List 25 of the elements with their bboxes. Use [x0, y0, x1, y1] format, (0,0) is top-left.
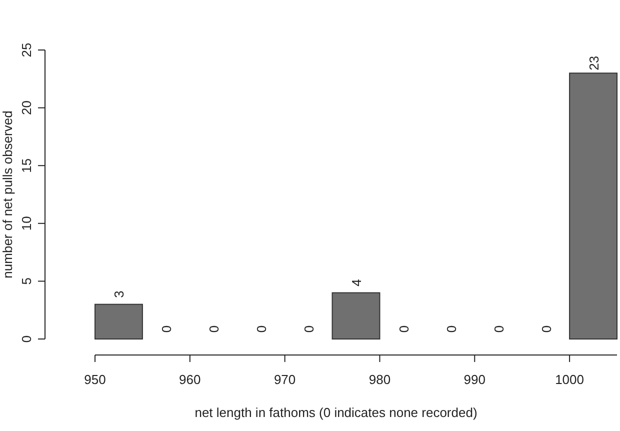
y-tick-label: 5: [19, 278, 34, 285]
data-label: 0: [159, 325, 174, 333]
data-label: 23: [586, 56, 602, 70]
data-label: 0: [538, 325, 554, 333]
y-tick-label: 10: [19, 216, 34, 231]
x-axis-title: net length in fathoms (0 indicates none recorded): [194, 405, 478, 420]
data-label: 0: [491, 325, 506, 333]
x-tick-label: 990: [464, 372, 486, 387]
y-tick-label: 0: [19, 335, 34, 343]
x-tick-label: 1000: [555, 372, 584, 387]
y-axis-title: number of net pulls observed: [0, 110, 15, 278]
data-label: 0: [206, 325, 222, 333]
data-label: 0: [302, 325, 317, 333]
y-tick-label: 20: [19, 100, 34, 116]
data-label: 0: [396, 325, 412, 333]
data-label: 0: [444, 325, 459, 333]
data-label: 4: [349, 279, 364, 286]
y-tick-label: 15: [19, 158, 34, 173]
x-tick-label: 970: [274, 372, 296, 387]
data-label: 0: [254, 325, 270, 333]
y-tick-label: 25: [19, 42, 34, 58]
x-tick-label: 960: [179, 372, 201, 387]
x-tick-label: 950: [84, 372, 106, 387]
data-label: 3: [112, 290, 127, 298]
x-tick-label: 980: [368, 372, 391, 387]
